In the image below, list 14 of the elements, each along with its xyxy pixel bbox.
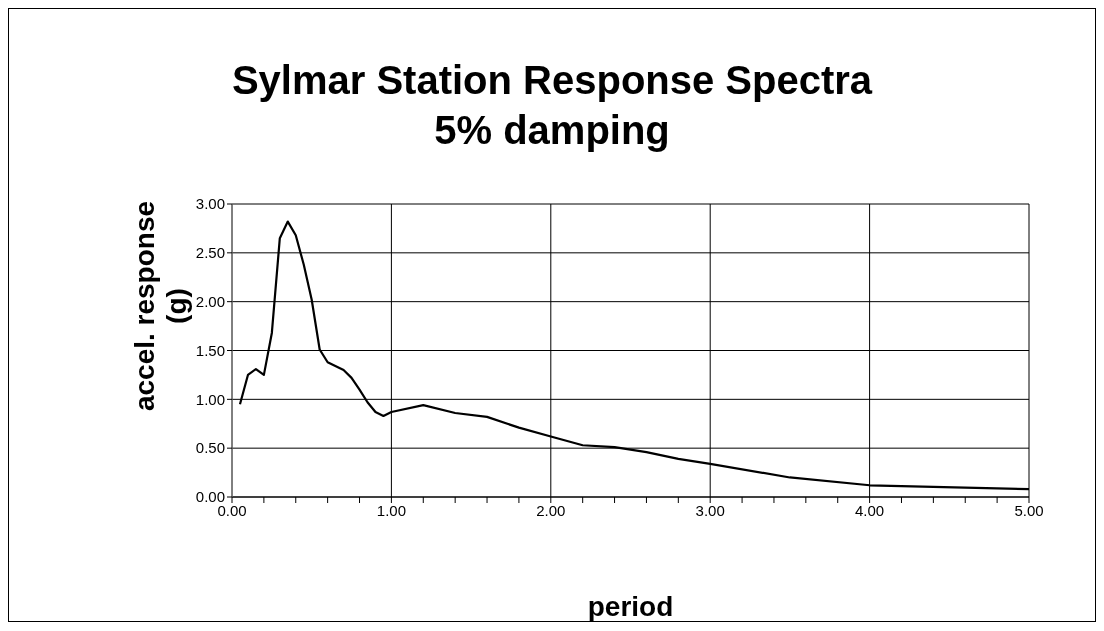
x-axis-title: period [586,591,675,623]
y-tick-label: 3.00 [195,195,225,213]
x-tick-label: 1.00 [376,501,406,519]
y-tick-label: 1.50 [195,341,225,359]
x-tick-label: 5.00 [1014,501,1044,519]
y-tick-label: 2.50 [195,244,225,262]
x-tick-label: 4.00 [855,501,885,519]
y-tick-label: 2.00 [195,292,225,310]
y-tick-label: 0.50 [195,439,225,457]
x-tick-label: 2.00 [536,501,566,519]
y-axis-title: accel. response (g) [129,200,192,412]
y-tick-label: 1.00 [195,390,225,408]
x-tick-label: 3.00 [695,501,725,519]
chart-title: Sylmar Station Response Spectra 5% damping [230,57,874,154]
